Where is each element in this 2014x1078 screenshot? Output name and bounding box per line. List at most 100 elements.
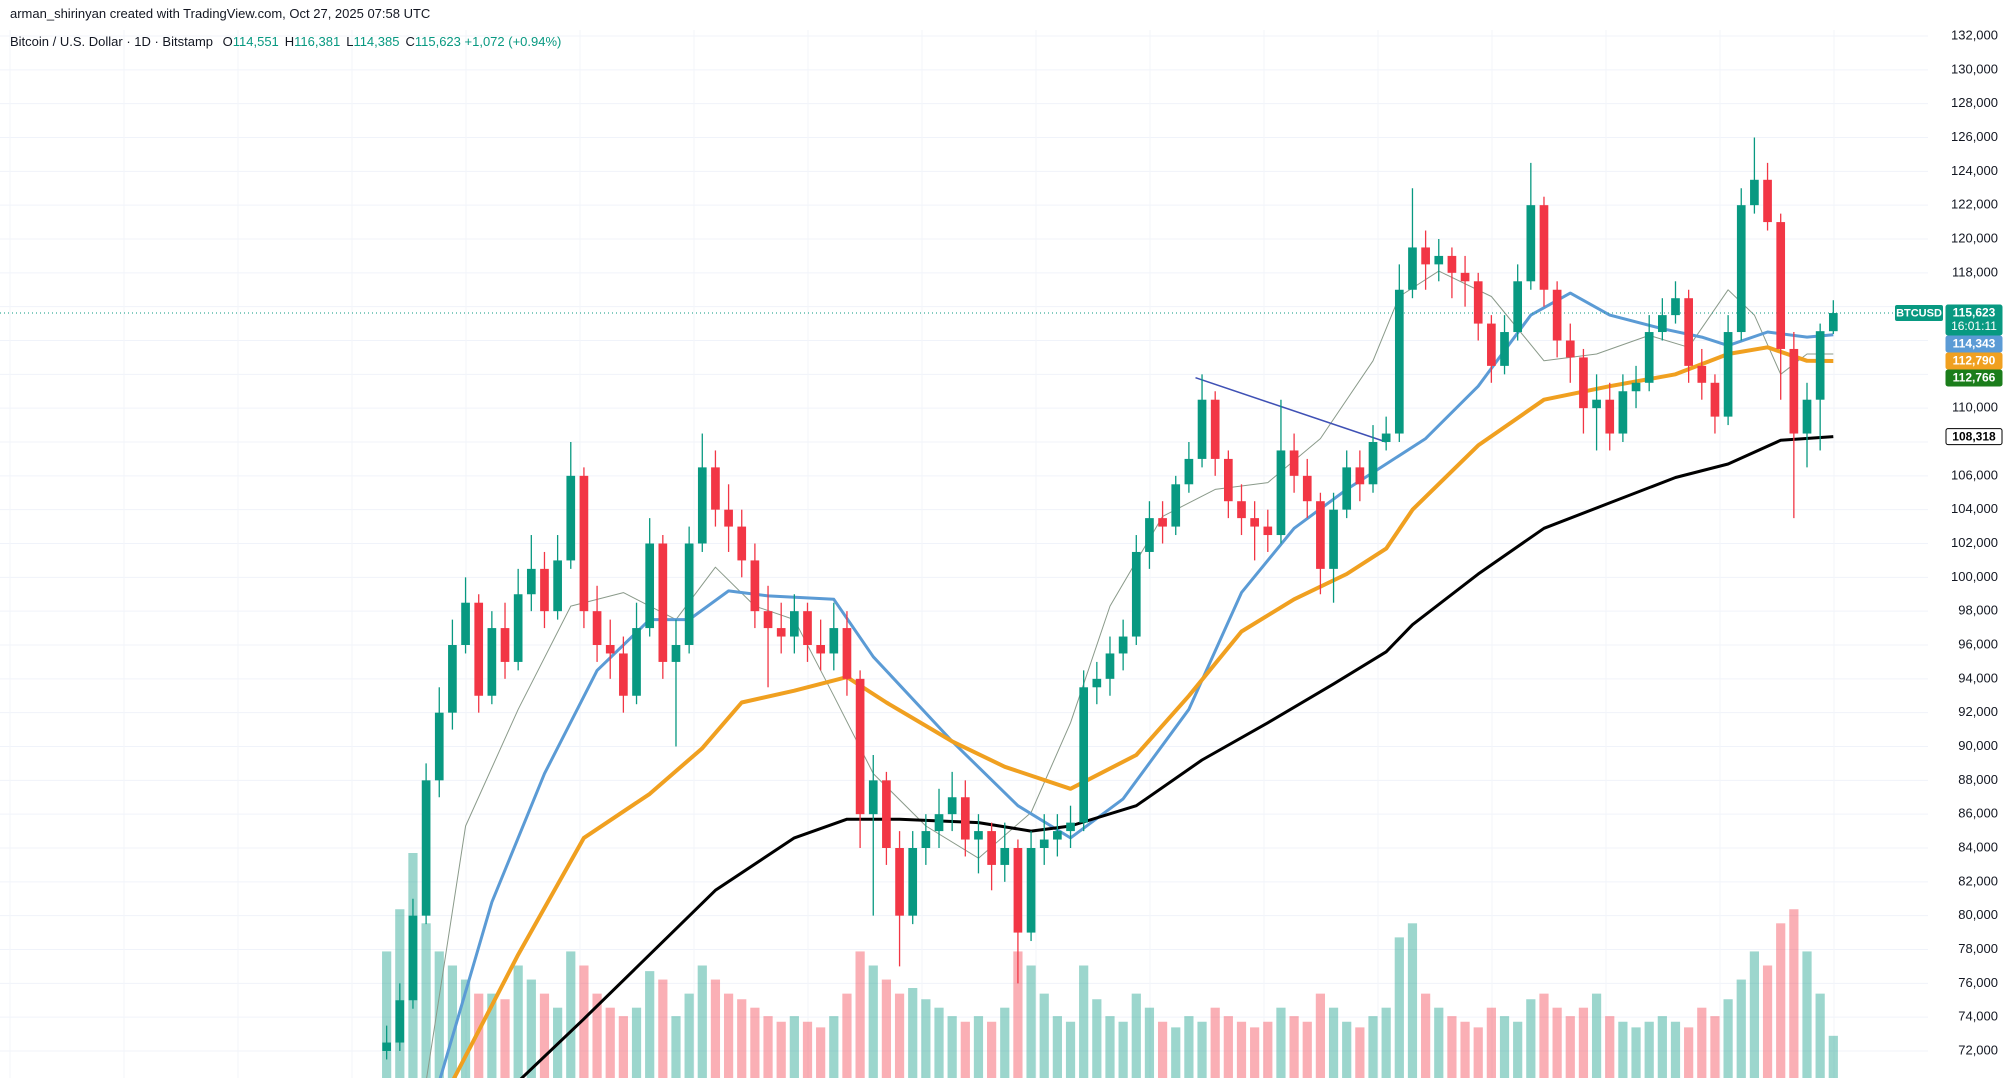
candle-body	[1644, 332, 1654, 383]
candle-body	[1815, 331, 1825, 400]
candle-body	[1460, 272, 1470, 282]
ohlc-key: L	[346, 34, 354, 49]
candle-body	[1763, 179, 1772, 223]
candle-body	[1000, 848, 1010, 865]
candle-body	[671, 645, 681, 662]
volume-bar	[947, 1016, 957, 1078]
volume-bar	[1328, 1007, 1339, 1078]
volume-bar	[539, 993, 550, 1078]
grid	[0, 30, 1928, 1078]
price-tag-label: 114,343	[1953, 337, 1996, 351]
candle-body	[619, 653, 628, 696]
y-tick-label: 92,000	[1958, 704, 1998, 719]
ohlc-key: O	[222, 34, 233, 49]
volume-bar	[474, 993, 484, 1078]
candle-body	[1013, 848, 1023, 933]
candle-body	[1289, 450, 1299, 476]
volume-bar	[1749, 951, 1760, 1078]
candle-body	[987, 831, 996, 865]
candle-body	[632, 628, 641, 696]
candle-body	[1447, 255, 1457, 273]
y-tick-label: 130,000	[1951, 61, 1998, 76]
candle-body	[1618, 391, 1628, 434]
candle-body	[921, 831, 931, 848]
volume-bar	[671, 1016, 681, 1078]
candle-body	[1368, 442, 1378, 485]
symbol-line: Bitcoin / U.S. Dollar · 1D · Bitstamp	[10, 34, 213, 49]
y-tick-label: 122,000	[1951, 197, 1998, 212]
volume-bar	[1499, 1016, 1510, 1078]
volume-bar	[1065, 1021, 1076, 1078]
candle-body	[882, 780, 891, 848]
candle-body	[750, 560, 760, 612]
ohlc-key: C	[405, 34, 415, 49]
volume-bar	[829, 1016, 839, 1078]
candle-body	[645, 543, 655, 629]
candle-body	[1158, 518, 1167, 527]
candle-body	[1224, 458, 1233, 502]
candle-body	[1026, 848, 1036, 933]
volume-bar	[1684, 1027, 1694, 1078]
candle-body	[1513, 281, 1523, 333]
candle-body	[737, 526, 747, 561]
candle-body	[566, 475, 576, 561]
candle-body	[1184, 458, 1194, 485]
volume-bar	[1578, 1007, 1589, 1078]
volume-layer	[382, 853, 1838, 1078]
ohlc: O114,551 H116,381 L114,385 C115,623	[217, 34, 461, 49]
volume-bar	[1670, 1021, 1681, 1078]
symbol-tag-bg	[1895, 305, 1943, 322]
ma-layer	[0, 270, 1928, 1078]
volume-bar	[592, 993, 602, 1078]
candle-body	[1605, 399, 1615, 434]
y-tick-label: 104,000	[1951, 501, 1998, 516]
volume-bar	[1026, 965, 1036, 1078]
price-tag	[1945, 304, 2003, 336]
candle-body	[974, 831, 983, 840]
volume-bar	[1762, 965, 1773, 1078]
candle-body	[1828, 313, 1838, 332]
candle-body	[724, 509, 733, 527]
price-tag	[1945, 352, 2003, 370]
symbol-tag: BTCUSD	[1896, 307, 1942, 319]
candle-body	[1302, 475, 1312, 502]
volume-bar	[1157, 1021, 1168, 1078]
candle-body	[960, 797, 970, 840]
candle-body	[1118, 636, 1128, 654]
volume-bar	[1644, 1021, 1654, 1078]
candle-body	[1131, 551, 1141, 637]
volume-bar	[1000, 1007, 1010, 1078]
price-tag-label: 112,766	[1953, 371, 1996, 385]
candle-body	[553, 560, 562, 612]
ohlc-key: H	[284, 34, 295, 49]
volume-bar	[1618, 1021, 1628, 1078]
y-tick-label: 98,000	[1958, 603, 1998, 618]
candle-body	[1710, 382, 1720, 417]
candle-layer	[382, 137, 1838, 1060]
candle-body	[1145, 518, 1154, 552]
volume-bar	[921, 999, 931, 1078]
candle-body	[868, 780, 878, 815]
volume-bar	[1605, 1016, 1615, 1078]
volume-bar	[1723, 999, 1733, 1078]
candle-body	[434, 712, 444, 781]
candle-body	[658, 543, 668, 662]
candle-body	[526, 568, 536, 595]
volume-bar	[618, 1016, 628, 1078]
candle-body	[1592, 399, 1601, 409]
y-tick-label: 96,000	[1958, 636, 1998, 651]
volume-bar	[1171, 1027, 1181, 1078]
countdown: 16:01:11	[1951, 319, 1997, 333]
y-tick-label: 84,000	[1958, 839, 1998, 854]
volume-bar	[1368, 1016, 1378, 1078]
candle-body	[1250, 518, 1259, 527]
volume-bar	[1250, 1027, 1260, 1078]
candle-body	[816, 645, 825, 654]
volume-bar	[1210, 1007, 1220, 1078]
candle-body	[1079, 687, 1089, 823]
y-tick-label: 78,000	[1958, 941, 1998, 956]
symbol-legend: Bitcoin / U.S. Dollar · 1D · Bitstamp O1…	[10, 34, 561, 49]
volume-bar	[1289, 1016, 1299, 1078]
volume-bar	[1118, 1021, 1128, 1078]
price-tag	[1945, 428, 2003, 446]
